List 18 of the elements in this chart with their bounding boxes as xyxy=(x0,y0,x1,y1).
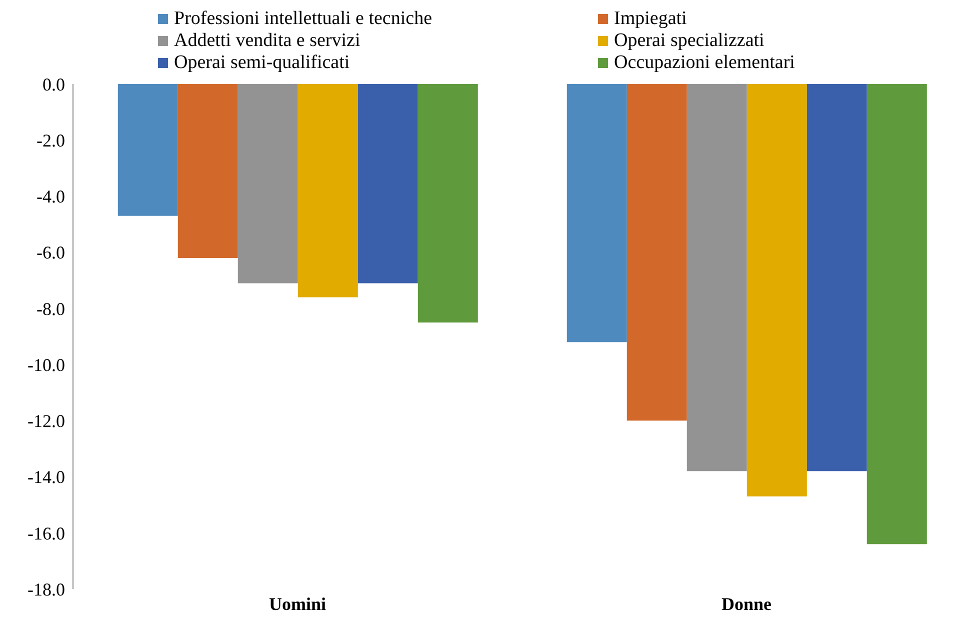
y-tick-label: -6.0 xyxy=(36,242,65,263)
y-tick-label: -18.0 xyxy=(28,579,65,600)
legend-label: Occupazioni elementari xyxy=(614,52,795,74)
y-tick-label: -16.0 xyxy=(28,523,65,544)
legend-label: Professioni intellettuali e tecniche xyxy=(174,8,432,30)
legend-label: Operai specializzati xyxy=(614,30,764,52)
x-tick-label: Uomini xyxy=(268,594,326,614)
y-tick-label: -10.0 xyxy=(28,354,65,375)
y-tick-label: -14.0 xyxy=(28,467,65,488)
y-tick-label: -12.0 xyxy=(28,411,65,432)
legend-label: Impiegati xyxy=(614,8,687,30)
y-tick-label: -4.0 xyxy=(36,186,65,207)
legend-label: Addetti vendita e servizi xyxy=(174,30,360,52)
y-tick-label: 0.0 xyxy=(42,74,65,94)
x-tick-label: Donne xyxy=(721,594,772,614)
legend-label: Operai semi-qualificati xyxy=(174,52,350,74)
y-tick-label: -8.0 xyxy=(36,298,65,319)
y-tick-label: -2.0 xyxy=(36,130,65,150)
